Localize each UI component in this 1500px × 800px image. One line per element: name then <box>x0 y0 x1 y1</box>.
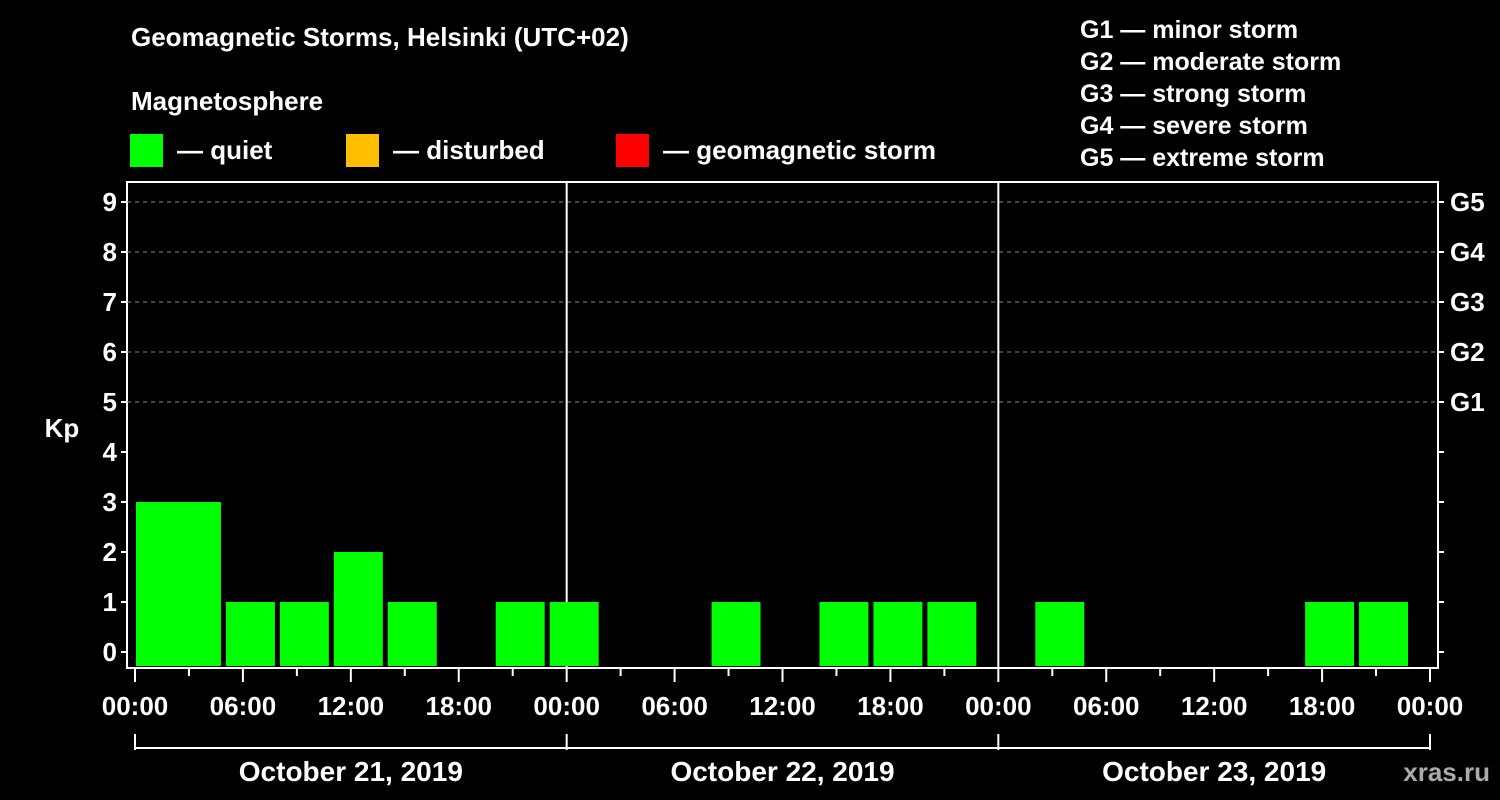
y-tick-label: 4 <box>103 437 118 467</box>
kp-bar <box>1305 602 1355 666</box>
storm-scale-item: G4 — severe storm <box>1080 112 1308 140</box>
legend-label-quiet: — quiet <box>177 134 273 165</box>
right-axis-label: G3 <box>1450 287 1485 317</box>
kp-bar <box>495 602 545 666</box>
kp-bar <box>927 602 977 666</box>
plot-frame <box>126 181 1439 669</box>
y-tick-label: 3 <box>103 487 117 517</box>
kp-bar <box>711 602 761 666</box>
storm-scale-item: G2 — moderate storm <box>1080 48 1342 76</box>
y-tick-label: 5 <box>103 387 117 417</box>
storm-scale-item: G3 — strong storm <box>1080 80 1307 108</box>
x-tick-label: 18:00 <box>1289 691 1356 721</box>
kp-bar <box>333 552 383 666</box>
legend-label-disturbed: — disturbed <box>393 134 545 165</box>
storm-scale-list: G1 — minor storm G2 — moderate storm G3 … <box>1080 14 1341 174</box>
legend-swatch-disturbed <box>346 133 379 167</box>
kp-bar <box>387 602 437 666</box>
kp-bar <box>1035 602 1085 666</box>
day-label: October 21, 2019 <box>239 756 463 787</box>
day-label: October 22, 2019 <box>670 756 894 787</box>
y-tick-label: 8 <box>103 237 117 267</box>
kp-bar <box>225 602 275 666</box>
storm-scale-item: G5 — extreme storm <box>1080 144 1325 172</box>
legend-item-storm: — geomagnetic storm <box>616 133 936 167</box>
right-axis-label: G2 <box>1450 337 1485 367</box>
right-axis-label: G4 <box>1450 237 1485 267</box>
x-tick-label: 00:00 <box>102 691 169 721</box>
legend-title: Magnetosphere <box>131 86 324 116</box>
x-tick-label: 18:00 <box>426 691 493 721</box>
kp-bar <box>873 602 923 666</box>
x-tick-label: 18:00 <box>857 691 924 721</box>
x-tick-label: 00:00 <box>965 691 1032 721</box>
right-axis-label: G5 <box>1450 187 1485 217</box>
y-tick-label: 9 <box>103 187 117 217</box>
y-tick-label: 1 <box>103 587 117 617</box>
x-tick-label: 12:00 <box>749 691 816 721</box>
day-label: October 23, 2019 <box>1102 756 1326 787</box>
storm-scale-item: G1 — minor storm <box>1080 16 1299 44</box>
x-tick-label: 12:00 <box>318 691 385 721</box>
x-tick-label: 06:00 <box>210 691 277 721</box>
x-tick-label: 06:00 <box>1073 691 1140 721</box>
y-tick-label: 0 <box>103 637 117 667</box>
legend-swatch-quiet <box>130 133 163 167</box>
legend-item-quiet: — quiet <box>130 133 272 167</box>
kp-bar <box>549 602 599 666</box>
right-axis-label: G1 <box>1450 387 1485 417</box>
kp-bar <box>819 602 869 666</box>
legend-item-disturbed: — disturbed <box>346 133 545 167</box>
y-tick-label: 6 <box>103 337 117 367</box>
legend-label-storm: — geomagnetic storm <box>663 134 937 165</box>
x-tick-label: 06:00 <box>641 691 708 721</box>
y-axis-label: Kp <box>45 413 80 443</box>
watermark: xras.ru <box>1403 757 1490 787</box>
y-tick-label: 7 <box>103 287 117 317</box>
x-tick-label: 00:00 <box>1397 691 1464 721</box>
chart-title: Geomagnetic Storms, Helsinki (UTC+02) <box>131 22 629 52</box>
y-tick-label: 2 <box>103 537 117 567</box>
x-tick-label: 00:00 <box>533 691 600 721</box>
kp-bar <box>1359 602 1409 666</box>
legend-swatch-storm <box>616 133 649 167</box>
kp-bar <box>171 502 221 666</box>
kp-bar <box>279 602 329 666</box>
x-tick-label: 12:00 <box>1181 691 1248 721</box>
